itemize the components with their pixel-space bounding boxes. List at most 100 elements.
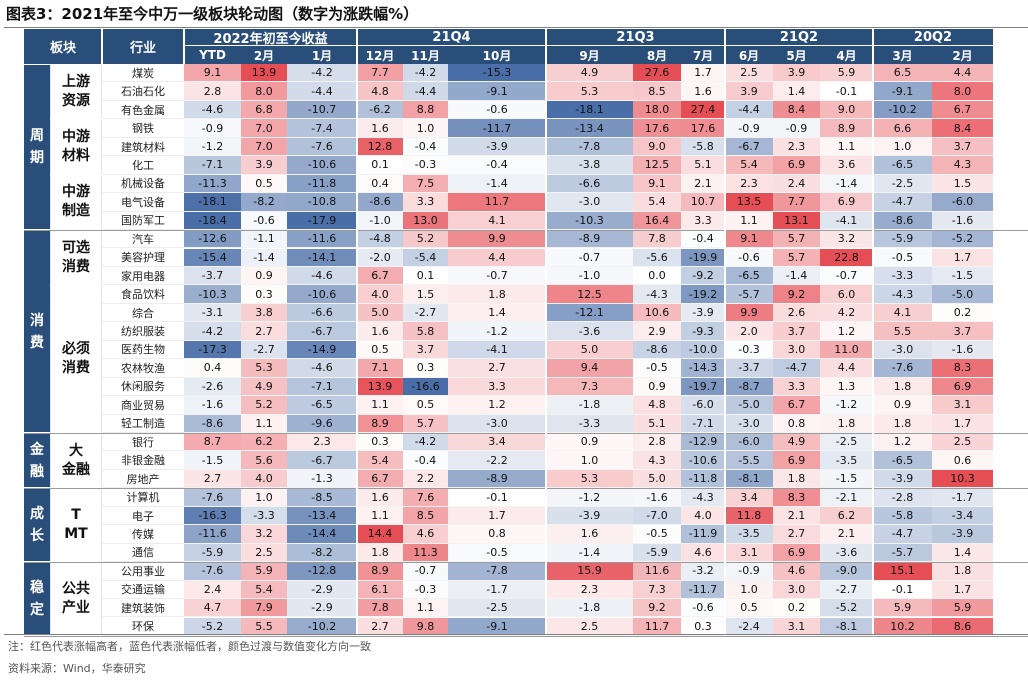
value-cell: -19.2: [681, 285, 725, 304]
value-cell: -4.3: [633, 285, 681, 304]
value-cell: 17.6: [633, 119, 681, 138]
value-cell: -18.1: [546, 100, 633, 120]
value-cell: 5.6: [241, 451, 287, 470]
value-cell: -3.8: [546, 156, 633, 175]
value-cell: -8.1: [820, 617, 873, 636]
value-cell: -11.7: [681, 580, 725, 600]
value-cell: 1.6: [681, 82, 725, 101]
value-cell: -5.5: [725, 451, 773, 470]
value-cell: -0.6: [725, 248, 773, 267]
value-cell: 2.6: [773, 303, 820, 323]
value-cell: 16.4: [633, 211, 681, 231]
header-column: 2月: [932, 46, 993, 64]
value-cell: -5.9: [873, 230, 932, 249]
subsector-label: 上游 资源: [50, 65, 102, 119]
value-cell: -15.3: [448, 64, 546, 83]
value-cell: -6.6: [287, 303, 357, 323]
value-cell: -5.7: [873, 543, 932, 563]
value-cell: -1.5: [820, 469, 873, 489]
value-cell: -8.6: [873, 211, 932, 231]
value-cell: 4.6: [681, 543, 725, 563]
value-cell: -9.6: [287, 414, 357, 433]
value-cell: 6.9: [773, 156, 820, 175]
value-cell: 1.8: [932, 562, 993, 581]
value-cell: 6.5: [873, 64, 932, 83]
value-cell: -2.9: [287, 580, 357, 600]
value-cell: 2.4: [773, 174, 820, 194]
industry-label: 钢铁: [102, 119, 184, 138]
value-cell: -0.7: [448, 266, 546, 286]
value-cell: -1.4: [773, 266, 820, 286]
value-cell: -7.1: [681, 414, 725, 433]
value-cell: -6.5: [725, 266, 773, 286]
industry-label: 有色金属: [102, 100, 184, 120]
value-cell: 9.1: [725, 230, 773, 249]
value-cell: -3.3: [873, 266, 932, 286]
value-cell: 0.3: [357, 433, 403, 452]
header-divider: [183, 29, 185, 64]
value-cell: -10.3: [184, 285, 241, 304]
value-cell: 3.3: [448, 377, 546, 397]
value-cell: 7.3: [546, 377, 633, 397]
value-cell: 13.9: [357, 377, 403, 397]
table-bottom-rule: [24, 635, 1028, 637]
group-divider: [24, 229, 1028, 231]
value-cell: -3.3: [241, 506, 287, 526]
industry-label: 医药生物: [102, 340, 184, 360]
value-cell: 4.3: [633, 451, 681, 470]
header-group: 21Q2: [725, 29, 873, 46]
value-cell: -6.6: [546, 174, 633, 194]
title-rule: [4, 27, 1028, 28]
value-cell: -0.9: [725, 119, 773, 138]
value-cell: 1.8: [448, 285, 546, 304]
value-cell: 8.5: [403, 506, 448, 526]
value-cell: 6.8: [241, 100, 287, 120]
value-cell: -4.2: [403, 64, 448, 83]
value-cell: 2.3: [773, 137, 820, 157]
quarter-divider: [724, 64, 726, 636]
color-note: 注：红色代表涨幅高者，蓝色代表涨幅低者，颜色过渡与数值变化方向一致: [8, 640, 371, 653]
industry-label: 综合: [102, 303, 184, 323]
value-cell: 0.1: [403, 266, 448, 286]
industry-label: 交通运输: [102, 580, 184, 600]
value-cell: 14.4: [357, 525, 403, 544]
value-cell: -0.9: [184, 119, 241, 138]
value-cell: 4.6: [403, 525, 448, 544]
value-cell: 0.1: [357, 156, 403, 175]
value-cell: -0.7: [546, 248, 633, 267]
value-cell: -4.3: [873, 285, 932, 304]
value-cell: -3.9: [546, 506, 633, 526]
header-column: 1月: [287, 46, 357, 64]
value-cell: -1.2: [546, 488, 633, 507]
value-cell: 4.8: [357, 82, 403, 101]
header-divider: [545, 29, 547, 64]
header-column: 9月: [546, 46, 633, 64]
value-cell: -0.1: [448, 488, 546, 507]
value-cell: -18.1: [184, 193, 241, 212]
value-cell: -5.0: [725, 396, 773, 415]
value-cell: 5.4: [357, 451, 403, 470]
value-cell: 3.9: [725, 82, 773, 101]
value-cell: 4.3: [932, 156, 993, 175]
value-cell: 8.7: [184, 433, 241, 452]
subsector-label: 必须 消费: [50, 286, 102, 432]
value-cell: -7.1: [287, 377, 357, 397]
value-cell: 2.9: [633, 322, 681, 341]
value-cell: 4.7: [184, 599, 241, 618]
footnote-rule: [4, 634, 1028, 635]
value-cell: 17.6: [681, 119, 725, 138]
value-cell: 2.3: [725, 174, 773, 194]
value-cell: 5.0: [633, 469, 681, 489]
value-cell: -19.9: [681, 248, 725, 267]
value-cell: 3.2: [820, 230, 873, 249]
value-cell: -18.4: [184, 211, 241, 231]
value-cell: 1.7: [932, 248, 993, 267]
value-cell: -6.0: [681, 396, 725, 415]
value-cell: -11.3: [184, 174, 241, 194]
header-column: YTD: [184, 46, 241, 64]
value-cell: -17.9: [287, 211, 357, 231]
value-cell: 7.7: [773, 193, 820, 212]
value-cell: 3.1: [932, 396, 993, 415]
value-cell: 1.6: [357, 119, 403, 138]
value-cell: -3.4: [932, 506, 993, 526]
